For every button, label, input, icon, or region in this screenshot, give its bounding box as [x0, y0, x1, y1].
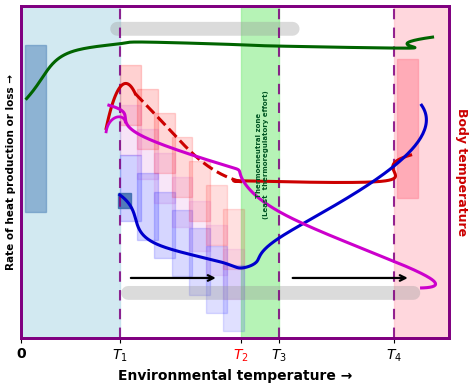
Bar	[172, 177, 192, 227]
Bar	[26, 46, 46, 212]
Bar	[120, 65, 141, 125]
Bar	[137, 89, 158, 149]
Bar	[155, 113, 175, 173]
Bar	[118, 193, 131, 208]
Bar	[223, 265, 244, 331]
Bar	[206, 246, 227, 313]
Bar	[120, 105, 141, 155]
Bar	[137, 129, 158, 179]
Bar	[155, 192, 175, 258]
Bar	[189, 228, 210, 294]
Bar	[137, 173, 158, 240]
Bar	[394, 5, 449, 338]
Bar	[223, 249, 244, 299]
Bar	[120, 155, 141, 221]
Bar	[240, 5, 279, 338]
Text: Thermoeneutral zone
(Least  thermoregulatory effort): Thermoeneutral zone (Least thermoregulat…	[256, 91, 269, 219]
Bar	[397, 59, 418, 198]
Bar	[172, 137, 192, 197]
Y-axis label: Rate of heat production or loss →: Rate of heat production or loss →	[6, 74, 16, 270]
Bar	[189, 201, 210, 251]
Bar	[206, 185, 227, 245]
Bar	[155, 153, 175, 203]
Bar	[21, 5, 120, 338]
Bar	[189, 161, 210, 221]
Bar	[206, 225, 227, 275]
Bar	[223, 209, 244, 269]
Y-axis label: Body temperature: Body temperature	[456, 108, 468, 236]
Bar	[172, 210, 192, 276]
X-axis label: Environmental temperature →: Environmental temperature →	[118, 370, 352, 384]
